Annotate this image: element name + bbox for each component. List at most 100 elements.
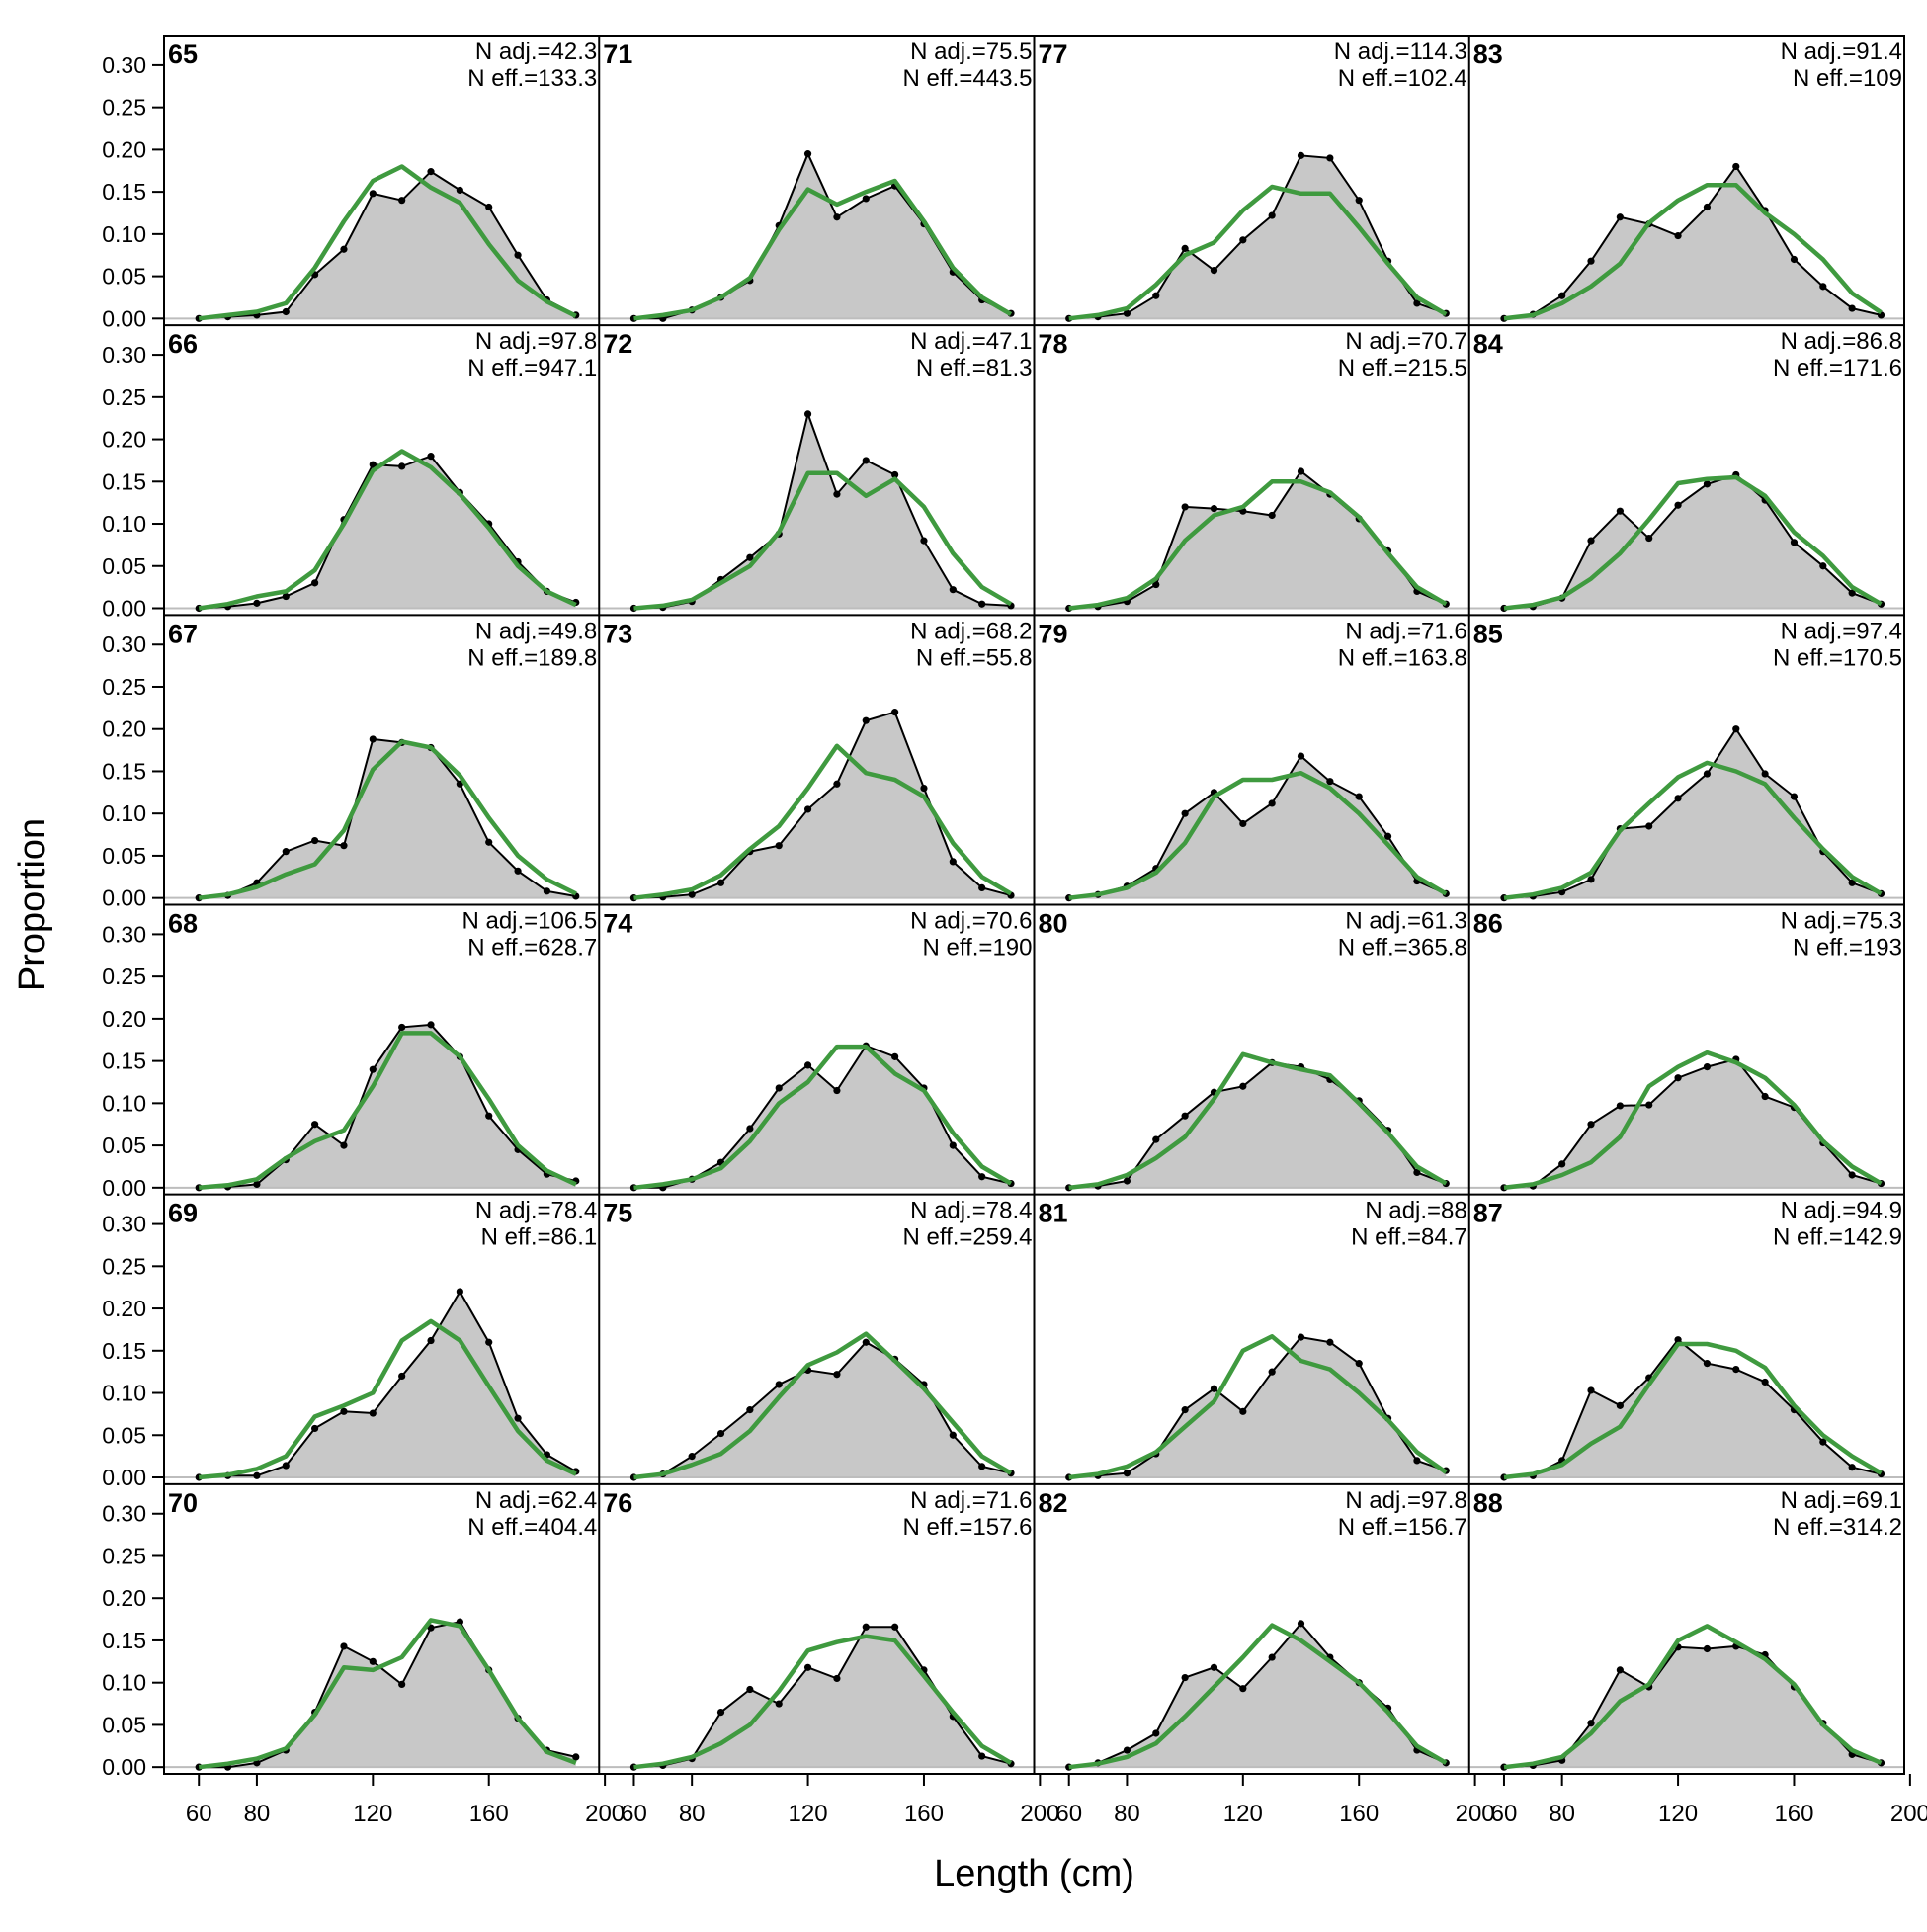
y-tick-label: 0.20 bbox=[102, 1585, 146, 1611]
observed-point bbox=[1645, 534, 1653, 543]
observed-point bbox=[340, 1407, 348, 1415]
y-tick-label: 0.25 bbox=[102, 95, 146, 121]
observed-point bbox=[456, 780, 463, 788]
n-adj-label: N adj.=94.9 bbox=[1781, 1198, 1902, 1224]
panel-label: 74 bbox=[603, 909, 632, 939]
expected-line bbox=[633, 178, 1013, 321]
n-adj-label: N adj.=78.4 bbox=[475, 1198, 597, 1224]
observed-point bbox=[1587, 1386, 1595, 1394]
n-eff-label: N eff.=365.8 bbox=[1338, 935, 1467, 962]
x-tick-label: 120 bbox=[353, 1801, 392, 1827]
observed-point bbox=[1761, 1378, 1769, 1386]
observed-point bbox=[775, 1084, 783, 1092]
observed-point bbox=[1181, 244, 1189, 252]
expected-line bbox=[633, 1044, 1013, 1191]
y-tick-label: 0.30 bbox=[102, 921, 146, 947]
y-tick-label: 0.10 bbox=[102, 221, 146, 247]
x-tick-label: 80 bbox=[679, 1801, 706, 1827]
observed-point bbox=[340, 842, 348, 850]
y-tick-label: 0.00 bbox=[102, 1175, 146, 1201]
observed-point bbox=[1848, 589, 1856, 597]
observed-area bbox=[1503, 1645, 1882, 1768]
observed-point bbox=[1674, 795, 1682, 802]
observed-point bbox=[340, 245, 348, 253]
y-tick-label: 0.15 bbox=[102, 1628, 146, 1653]
n-eff-label: N eff.=102.4 bbox=[1338, 65, 1467, 92]
n-eff-label: N eff.=443.5 bbox=[903, 65, 1033, 92]
observed-point bbox=[485, 203, 493, 211]
observed-area bbox=[1068, 471, 1447, 609]
observed-point bbox=[1848, 1464, 1856, 1471]
observed-area bbox=[1068, 756, 1447, 898]
observed-point bbox=[1152, 1729, 1160, 1737]
observed-point bbox=[514, 1414, 522, 1422]
observed-point bbox=[1616, 507, 1624, 515]
observed-point bbox=[1413, 1168, 1421, 1177]
panel-label: 72 bbox=[603, 329, 632, 359]
observed-point bbox=[369, 1657, 377, 1665]
expected-line bbox=[198, 449, 577, 611]
x-tick-label: 160 bbox=[469, 1801, 509, 1827]
expected-line bbox=[1068, 1623, 1448, 1770]
observed-point bbox=[485, 1338, 493, 1346]
observed-point bbox=[949, 586, 957, 594]
x-axis-title: Length (cm) bbox=[934, 1853, 1134, 1894]
panel-label: 87 bbox=[1473, 1199, 1503, 1228]
y-tick-label: 0.30 bbox=[102, 52, 146, 78]
n-eff-label: N eff.=190 bbox=[923, 935, 1033, 962]
observed-point bbox=[1326, 1338, 1334, 1346]
observed-point bbox=[833, 490, 841, 498]
plot-frame bbox=[163, 35, 1905, 1775]
observed-point bbox=[978, 600, 986, 608]
expected-line bbox=[1068, 479, 1448, 611]
observed-point bbox=[862, 716, 870, 724]
y-tick-label: 0.25 bbox=[102, 964, 146, 989]
observed-point bbox=[1268, 799, 1276, 807]
n-eff-label: N eff.=86.1 bbox=[481, 1224, 598, 1251]
panel-label: 71 bbox=[603, 40, 632, 69]
observed-point bbox=[978, 1173, 986, 1181]
observed-point bbox=[1703, 203, 1712, 211]
y-tick-label: 0.30 bbox=[102, 631, 146, 657]
observed-point bbox=[775, 842, 783, 850]
observed-point bbox=[398, 1372, 406, 1381]
observed-area bbox=[633, 1627, 1012, 1768]
y-tick-label: 0.20 bbox=[102, 136, 146, 162]
y-tick-label: 0.20 bbox=[102, 1006, 146, 1032]
observed-point bbox=[1239, 1082, 1247, 1090]
observed-line bbox=[1503, 473, 1882, 610]
n-adj-label: N adj.=97.8 bbox=[475, 328, 597, 355]
observed-point bbox=[1616, 213, 1624, 221]
observed-point bbox=[1616, 1401, 1624, 1409]
observed-point bbox=[833, 213, 841, 221]
expected-line bbox=[1503, 1341, 1883, 1480]
observed-point bbox=[427, 1021, 435, 1029]
y-tick-label: 0.10 bbox=[102, 800, 146, 826]
observed-point bbox=[456, 186, 463, 195]
observed-point bbox=[1587, 876, 1595, 883]
observed-point bbox=[1210, 1663, 1218, 1671]
expected-line bbox=[633, 1331, 1013, 1480]
n-eff-label: N eff.=81.3 bbox=[916, 355, 1033, 381]
n-eff-label: N eff.=84.7 bbox=[1351, 1224, 1467, 1251]
panel-label: 82 bbox=[1039, 1488, 1068, 1518]
observed-line bbox=[199, 455, 577, 610]
y-tick-label: 0.15 bbox=[102, 1049, 146, 1074]
y-axis-title: Proportion bbox=[12, 818, 53, 991]
observed-point bbox=[891, 1052, 899, 1060]
observed-point bbox=[862, 195, 870, 203]
n-eff-label: N eff.=171.6 bbox=[1773, 355, 1902, 381]
observed-point bbox=[456, 1288, 463, 1296]
observed-line bbox=[1068, 1336, 1447, 1478]
observed-point bbox=[1210, 1385, 1218, 1392]
observed-point bbox=[253, 599, 261, 607]
panel-label: 75 bbox=[603, 1199, 632, 1228]
observed-area bbox=[633, 153, 1012, 319]
y-tick-label: 0.05 bbox=[102, 1422, 146, 1448]
observed-point bbox=[775, 1381, 783, 1388]
observed-point bbox=[978, 1463, 986, 1470]
observed-point bbox=[891, 709, 899, 716]
observed-area bbox=[199, 739, 576, 898]
observed-point bbox=[398, 1680, 406, 1689]
